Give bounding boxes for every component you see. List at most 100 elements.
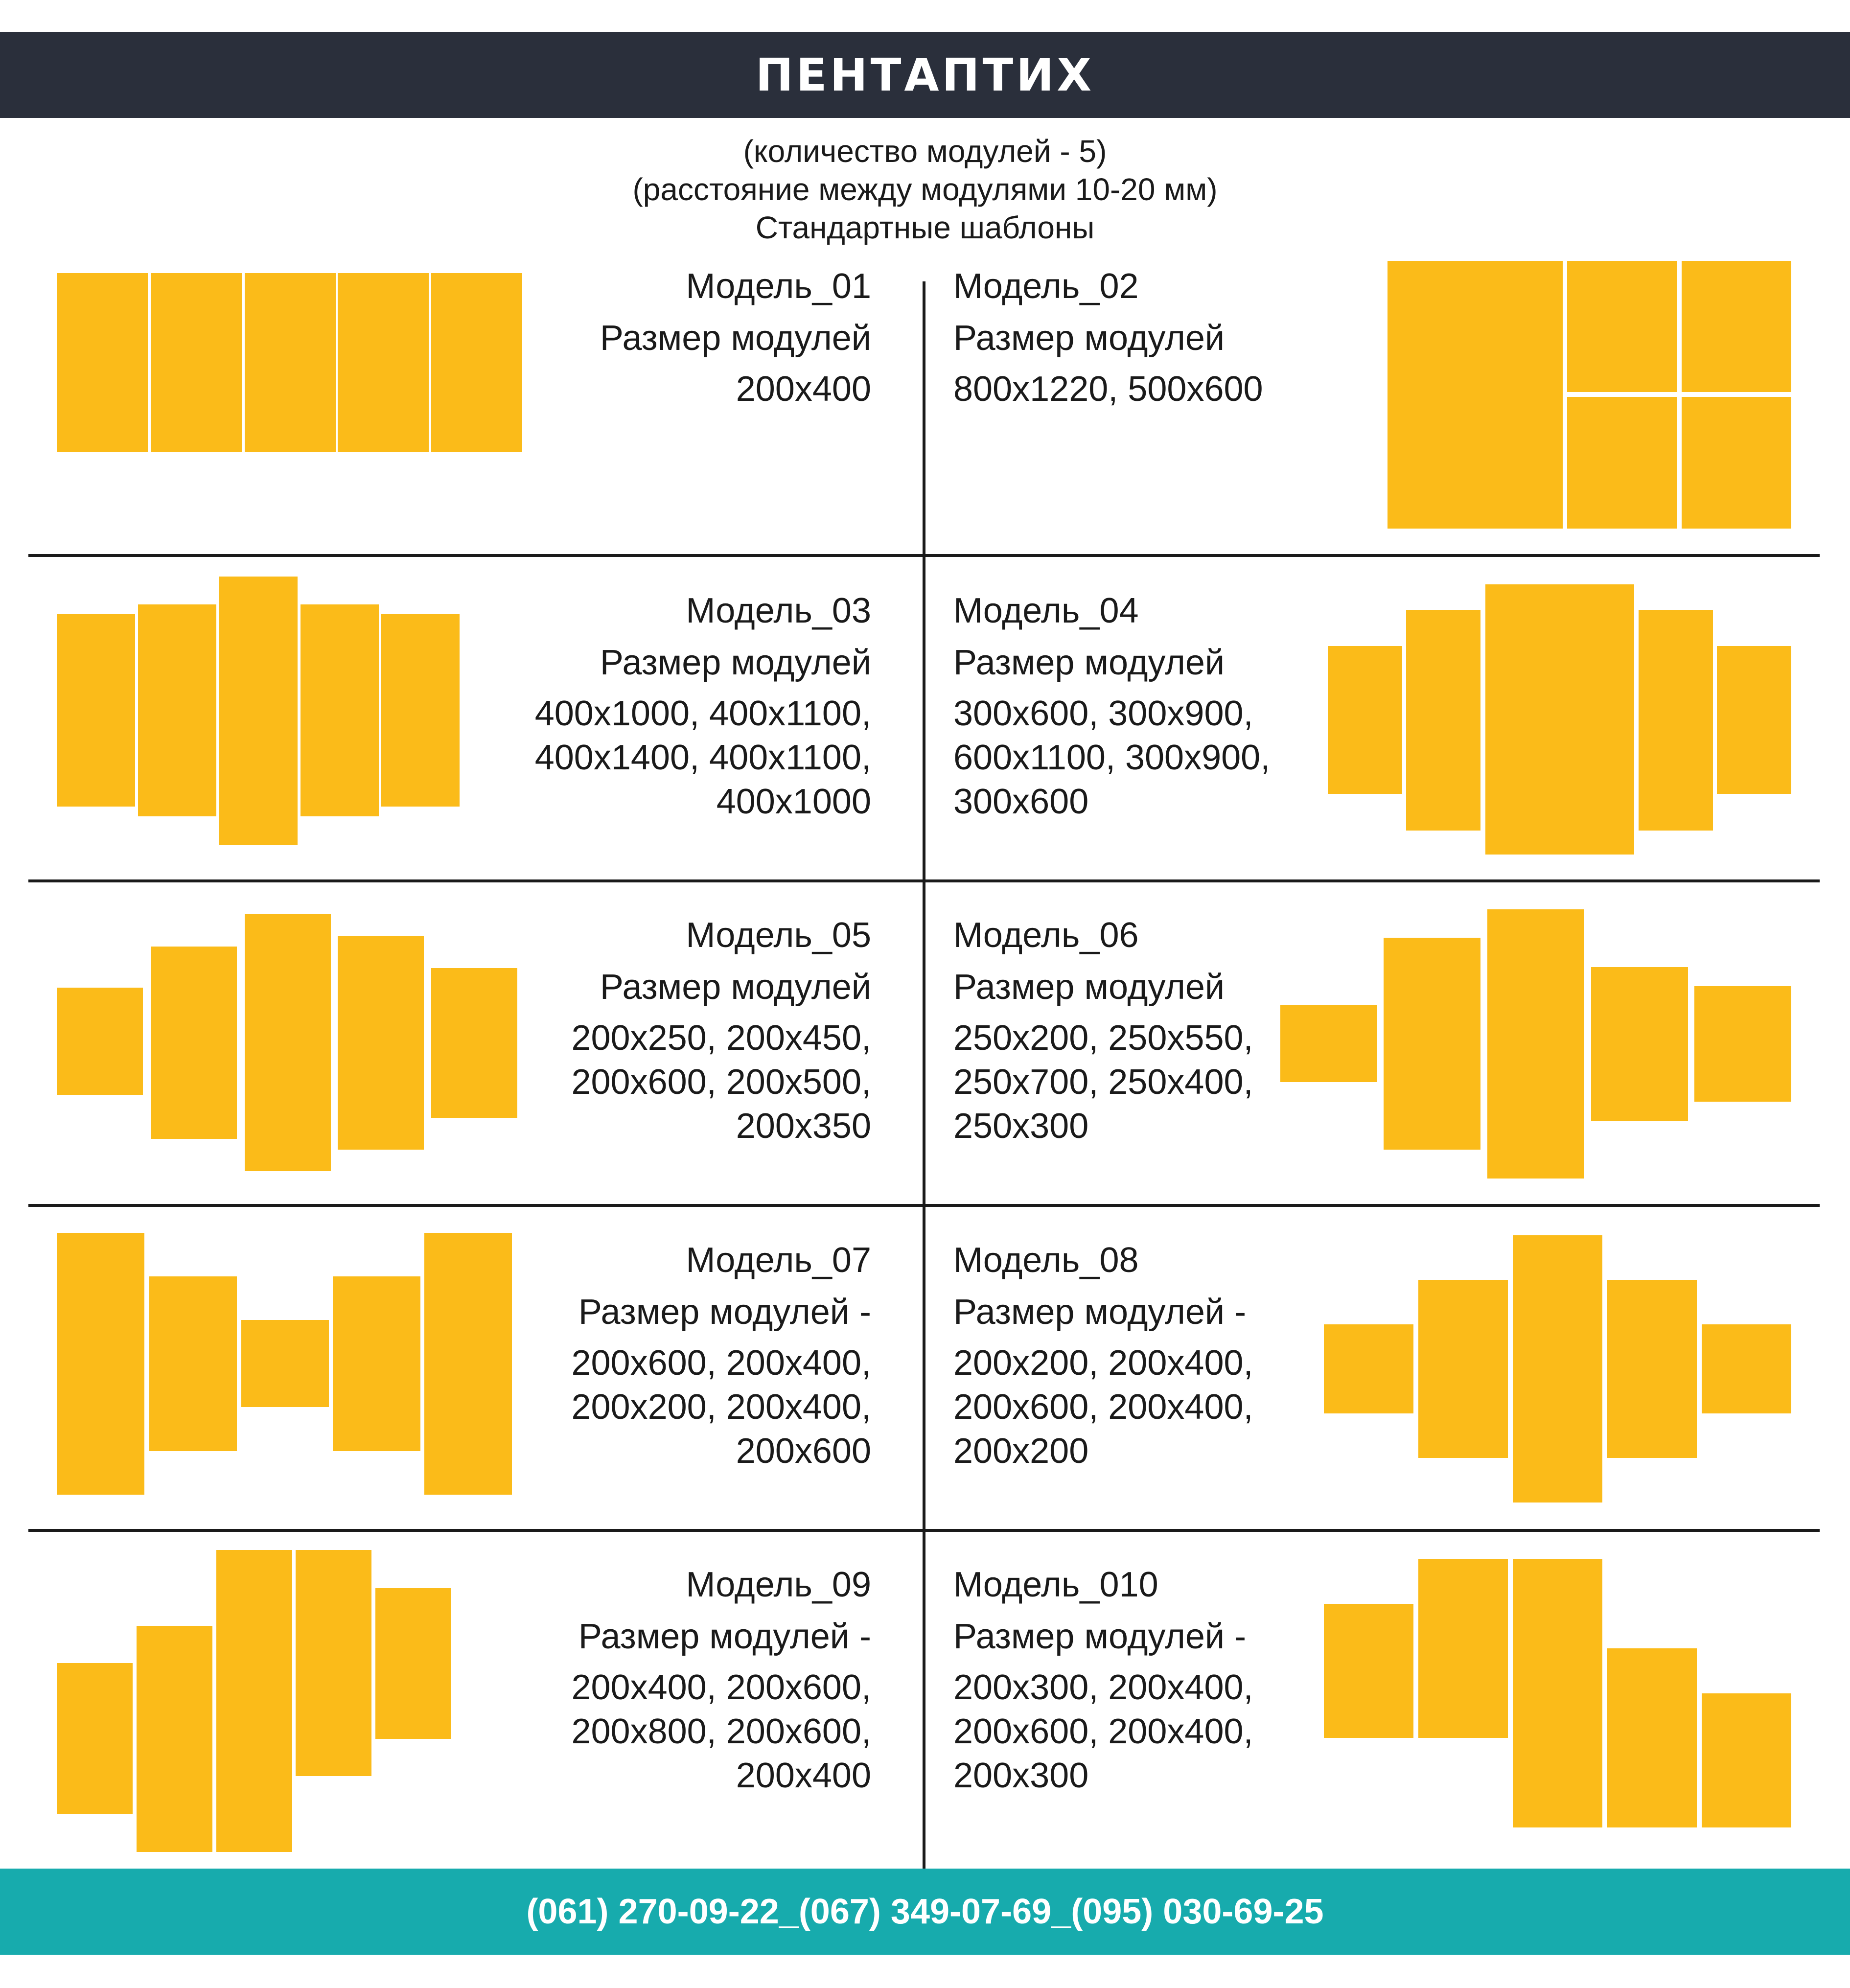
module-sizes: 200x300, 200x400, 200x600, 200x400, 200x… [953, 1668, 1253, 1795]
panel [375, 1588, 451, 1739]
panel [333, 1276, 420, 1451]
panel [219, 577, 298, 845]
model-07-layout [57, 1233, 512, 1495]
sizes-label: Размер модулей - [578, 1293, 871, 1332]
model-card-01: Модель_01 Размер модулей 200x400 [600, 264, 871, 411]
panel [57, 1663, 133, 1814]
model-title: Модель_010 [953, 1565, 1158, 1604]
grid-divider-row-1 [28, 554, 1820, 557]
panel [216, 1550, 292, 1852]
model-title: Модель_07 [686, 1241, 871, 1280]
model-title: Модель_02 [953, 267, 1139, 306]
sizes-label: Размер модулей [953, 643, 1225, 682]
panel [151, 947, 237, 1139]
panel [1702, 1324, 1791, 1413]
model-card-07: Модель_07 Размер модулей - 200x600, 200x… [571, 1238, 871, 1473]
sizes-label: Размер модулей - [953, 1293, 1247, 1332]
grid-divider-row-3 [28, 1204, 1820, 1207]
grid-divider-row-4 [28, 1529, 1820, 1532]
panel [1567, 397, 1677, 529]
model-05-layout [57, 914, 517, 1171]
panel [1567, 261, 1677, 392]
model-card-05: Модель_05 Размер модулей 200x250, 200x45… [571, 913, 871, 1148]
model-card-03: Модель_03 Размер модулей 400x1000, 400x1… [535, 589, 871, 824]
sizes-label: Размер модулей [600, 643, 871, 682]
panel [137, 1626, 212, 1852]
model-card-010: Модель_010 Размер модулей - 200x300, 200… [953, 1563, 1253, 1798]
model-09-layout [57, 1550, 451, 1852]
panel [431, 273, 522, 452]
panel [301, 604, 379, 816]
model-08-layout [1324, 1235, 1791, 1503]
model-title: Модель_09 [686, 1565, 871, 1604]
panel [1324, 1604, 1413, 1738]
modules-count-note: (количество модулей - 5) [743, 134, 1107, 169]
panel [151, 273, 242, 452]
model-03-layout [57, 577, 460, 845]
panel [1406, 610, 1480, 831]
model-010-layout [1324, 1559, 1791, 1827]
panel [431, 968, 517, 1118]
panel [57, 1233, 144, 1495]
module-sizes: 250x200, 250x550, 250x700, 250x400, 250x… [953, 1018, 1253, 1146]
module-sizes: 200x600, 200x400, 200x200, 200x400, 200x… [571, 1343, 871, 1471]
model-card-08: Модель_08 Размер модулей - 200x200, 200x… [953, 1238, 1253, 1473]
panel [245, 273, 336, 452]
templates-heading: Стандартные шаблоны [755, 210, 1095, 245]
panel [149, 1276, 237, 1451]
panel [1717, 646, 1791, 794]
module-sizes: 400x1000, 400x1100, 400x1400, 400x1100, … [534, 694, 871, 821]
panel [1682, 261, 1791, 392]
model-title: Модель_04 [953, 591, 1139, 630]
sizes-label: Размер модулей [953, 968, 1225, 1007]
intro-text: (количество модулей - 5) (расстояние меж… [0, 132, 1850, 247]
panel [1418, 1559, 1508, 1738]
panel [57, 988, 143, 1095]
module-sizes: 200x400 [736, 370, 871, 409]
grid-divider-vertical [923, 281, 925, 1870]
model-title: Модель_05 [686, 916, 871, 955]
panel [1487, 909, 1584, 1179]
panel [338, 273, 429, 452]
model-01-layout [57, 273, 522, 452]
panel [1513, 1559, 1602, 1827]
panel [57, 614, 135, 807]
panel [1682, 397, 1791, 529]
panel [1591, 967, 1688, 1121]
panel [57, 273, 148, 452]
footer-bar: (061) 270-09-22_(067) 349-07-69_(095) 03… [0, 1869, 1850, 1955]
module-sizes: 300x600, 300x900, 600x1100, 300x900, 300… [953, 694, 1271, 821]
model-02-layout [1388, 261, 1791, 529]
sizes-label: Размер модулей - [953, 1617, 1247, 1656]
panel [296, 1550, 371, 1776]
sizes-label: Размер модулей - [578, 1617, 871, 1656]
panel [1485, 584, 1634, 855]
model-card-04: Модель_04 Размер модулей 300x600, 300x90… [953, 589, 1270, 824]
model-06-layout [1280, 909, 1791, 1179]
panel [1328, 646, 1402, 794]
panel [1607, 1280, 1697, 1458]
sizes-label: Размер модулей [600, 968, 871, 1007]
model-card-06: Модель_06 Размер модулей 250x200, 250x55… [953, 913, 1253, 1148]
model-title: Модель_08 [953, 1241, 1139, 1280]
model-title: Модель_01 [686, 267, 871, 306]
contact-phones: (061) 270-09-22_(067) 349-07-69_(095) 03… [526, 1892, 1324, 1931]
model-04-layout [1328, 584, 1791, 855]
panel [1324, 1324, 1413, 1413]
page-title: ПЕНТАПТИХ [755, 48, 1095, 101]
panel [1388, 261, 1563, 529]
panel [1702, 1693, 1791, 1827]
panel [245, 914, 331, 1171]
spacing-note: (расстояние между модулями 10-20 мм) [632, 172, 1218, 207]
sizes-label: Размер модулей [953, 319, 1225, 358]
panel [1280, 1005, 1377, 1082]
grid-divider-row-2 [28, 879, 1820, 882]
panel [1639, 610, 1713, 831]
panel [1384, 938, 1480, 1150]
module-sizes: 200x400, 200x600, 200x800, 200x600, 200x… [571, 1668, 871, 1795]
panel [1694, 986, 1791, 1102]
panel [338, 936, 424, 1150]
sizes-label: Размер модулей [600, 319, 871, 358]
module-sizes: 200x250, 200x450, 200x600, 200x500, 200x… [571, 1018, 871, 1146]
model-card-02: Модель_02 Размер модулей 800x1220, 500x6… [953, 264, 1263, 411]
